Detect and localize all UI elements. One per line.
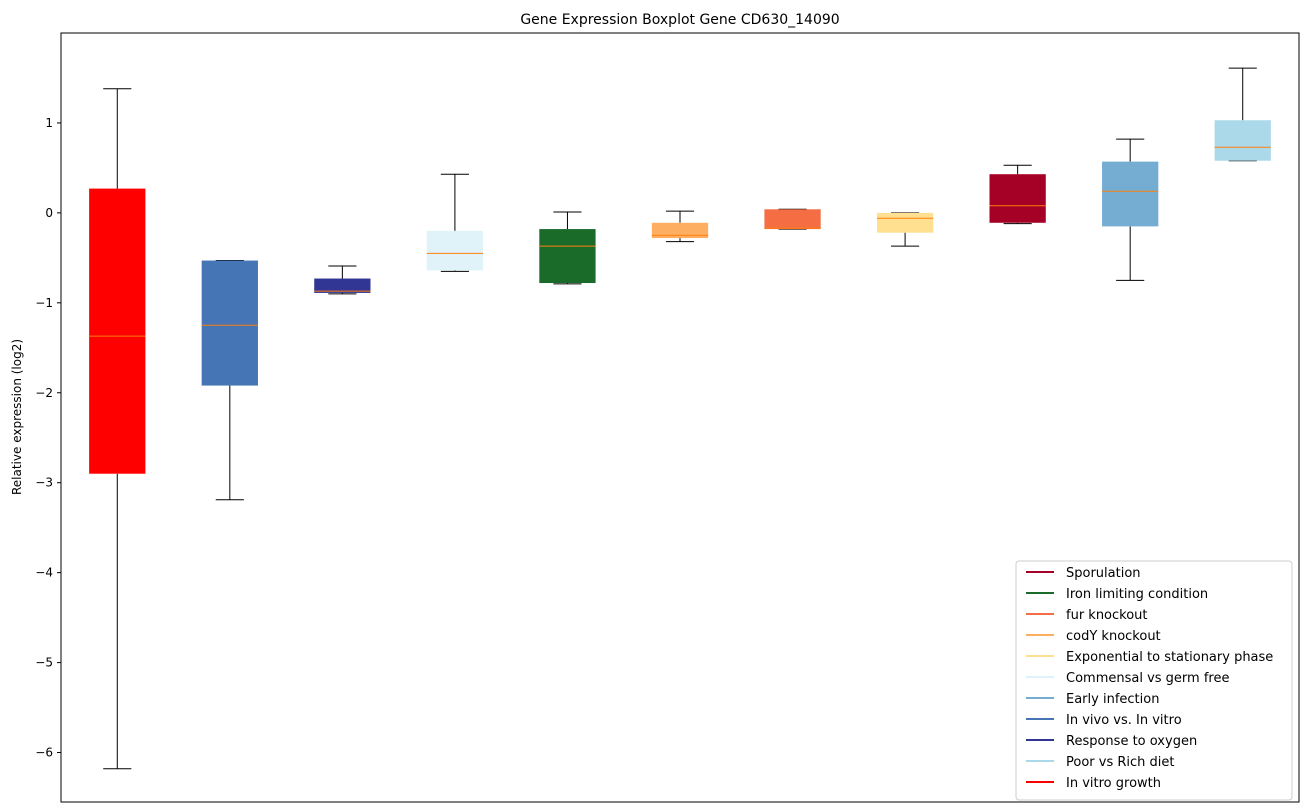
legend-label: Commensal vs germ free — [1066, 671, 1229, 686]
y-tick-label: −5 — [35, 656, 53, 670]
legend-label: Exponential to stationary phase — [1066, 650, 1273, 665]
box-9 — [989, 164, 1046, 225]
y-tick-label: −6 — [35, 746, 53, 760]
legend-frame — [1015, 560, 1293, 801]
box-1 — [89, 88, 146, 770]
box-4 — [426, 173, 484, 272]
legend-item: Poor vs Rich diet — [1026, 755, 1174, 770]
box-body — [1214, 120, 1271, 161]
box-body — [539, 229, 596, 284]
legend-item: fur knockout — [1026, 608, 1148, 623]
box-body — [314, 278, 371, 293]
legend-label: Response to oxygen — [1066, 734, 1197, 749]
legend-item: Iron limiting condition — [1026, 587, 1208, 602]
box-body — [876, 212, 934, 233]
legend-item: Sporulation — [1026, 566, 1141, 581]
box-body — [764, 209, 821, 230]
legend-label: In vivo vs. In vitro — [1066, 713, 1182, 728]
legend-item: Exponential to stationary phase — [1026, 650, 1273, 665]
box-body — [1102, 161, 1159, 227]
legend-item: In vitro growth — [1026, 776, 1161, 791]
legend-label: Poor vs Rich diet — [1066, 755, 1174, 770]
y-tick-label: −4 — [35, 566, 53, 580]
y-axis: 1 0 −1 −2 −3 −4 −5 −6 — [35, 116, 61, 760]
legend-item: In vivo vs. In vitro — [1026, 713, 1182, 728]
box-body — [89, 188, 146, 474]
legend-item: Early infection — [1026, 692, 1159, 707]
box-6 — [651, 210, 709, 243]
legend: Sporulation Iron limiting condition fur kn… — [1015, 560, 1293, 801]
y-tick-label: 0 — [45, 206, 53, 220]
box-2 — [201, 260, 258, 501]
box-body — [651, 222, 709, 239]
box-body — [201, 260, 258, 386]
plot-frame — [60, 32, 1300, 803]
box-5 — [539, 211, 596, 285]
box-10 — [1102, 138, 1159, 281]
chart-title: Gene Expression Boxplot Gene CD630_14090 — [520, 12, 839, 28]
box-body — [426, 230, 484, 271]
legend-label: Sporulation — [1066, 566, 1141, 581]
box-11 — [1214, 67, 1271, 162]
legend-label: codY knockout — [1066, 629, 1161, 644]
boxes-layer — [89, 67, 1271, 770]
y-axis-label: Relative expression (log2) — [10, 339, 24, 495]
box-body — [989, 174, 1046, 223]
legend-item: Commensal vs germ free — [1026, 671, 1229, 686]
box-8 — [876, 212, 934, 247]
box-7 — [764, 208, 821, 230]
legend-label: Iron limiting condition — [1066, 587, 1208, 602]
legend-label: In vitro growth — [1066, 776, 1161, 791]
y-tick-label: −1 — [35, 296, 53, 310]
y-tick-label: −3 — [35, 476, 53, 490]
y-tick-label: 1 — [45, 116, 53, 130]
legend-label: Early infection — [1066, 692, 1159, 707]
legend-item: codY knockout — [1026, 629, 1161, 644]
box-3 — [314, 265, 371, 295]
legend-label: fur knockout — [1066, 608, 1148, 623]
legend-item: Response to oxygen — [1026, 734, 1197, 749]
y-tick-label: −2 — [35, 386, 53, 400]
